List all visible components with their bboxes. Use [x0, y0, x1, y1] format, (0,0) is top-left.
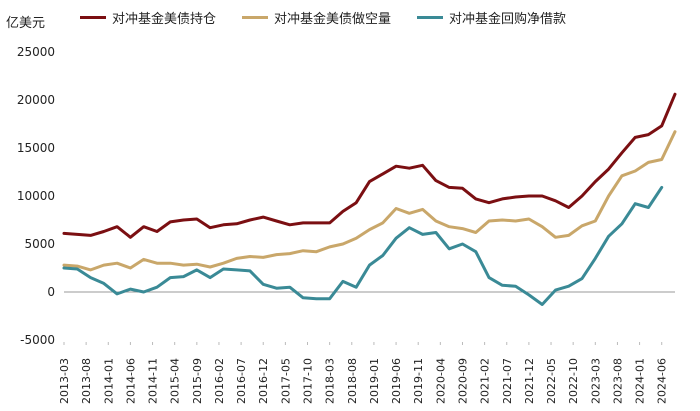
y-tick-label: -5000 [20, 333, 55, 347]
x-tick-label: 2016-12 [257, 358, 270, 404]
x-tick-label: 2020-09 [456, 358, 469, 404]
y-tick-label: 0 [47, 285, 55, 299]
x-tick-label: 2023-08 [611, 358, 624, 404]
x-tick-label: 2015-04 [169, 358, 182, 404]
x-tick-label: 2019-11 [412, 358, 425, 404]
legend-swatch-repo [417, 16, 444, 19]
x-tick-label: 2018-03 [324, 358, 337, 404]
legend-item-holdings: 对冲基金美债持仓 [80, 8, 216, 27]
x-tick-label: 2017-10 [302, 358, 315, 404]
x-tick-label: 2019-06 [390, 358, 403, 404]
x-tick-label: 2021-12 [523, 358, 536, 404]
x-tick-label: 2013-03 [58, 358, 71, 404]
x-tick-label: 2021-07 [501, 358, 514, 404]
x-tick-label: 2021-02 [479, 358, 492, 404]
chart-legend: 对冲基金美债持仓 对冲基金美债做空量 对冲基金回购净借款 [80, 8, 592, 27]
y-tick-label: 15000 [17, 141, 55, 155]
series-line-0 [62, 92, 677, 239]
legend-item-short: 对冲基金美债做空量 [242, 8, 391, 27]
legend-label-short: 对冲基金美债做空量 [274, 12, 392, 27]
x-tick-label: 2022-10 [567, 358, 580, 404]
x-tick-label: 2020-04 [434, 358, 447, 404]
legend-swatch-short [242, 16, 269, 19]
x-tick-label: 2014-01 [102, 358, 115, 404]
x-tick-label: 2023-03 [589, 358, 602, 404]
y-tick-label: 25000 [17, 45, 55, 59]
legend-label-holdings: 对冲基金美债持仓 [112, 12, 217, 27]
y-tick-label: 20000 [17, 93, 55, 107]
x-tick-label: 2024-01 [634, 358, 647, 404]
legend-item-repo: 对冲基金回购净借款 [417, 8, 566, 27]
legend-swatch-holdings [80, 16, 106, 19]
series-line-2 [62, 185, 664, 306]
x-tick-label: 2022-05 [545, 358, 558, 404]
x-tick-label: 2024-06 [656, 358, 669, 404]
x-tick-label: 2014-11 [147, 358, 160, 404]
y-axis-unit-label: 亿美元 [6, 16, 46, 31]
y-tick-label: 10000 [17, 189, 55, 203]
x-tick-label: 2016-02 [213, 358, 226, 404]
x-tick-label: 2013-08 [80, 358, 93, 404]
x-tick-label: 2016-07 [235, 358, 248, 404]
y-tick-label: 5000 [24, 237, 55, 251]
x-tick-label: 2017-05 [279, 358, 292, 404]
series-line-1 [62, 130, 677, 272]
legend-label-repo: 对冲基金回购净借款 [449, 12, 567, 27]
x-tick-label: 2019-01 [368, 358, 381, 404]
x-tick-label: 2015-09 [191, 358, 204, 404]
x-tick-label: 2014-06 [124, 358, 137, 404]
x-tick-label: 2018-08 [346, 358, 359, 404]
